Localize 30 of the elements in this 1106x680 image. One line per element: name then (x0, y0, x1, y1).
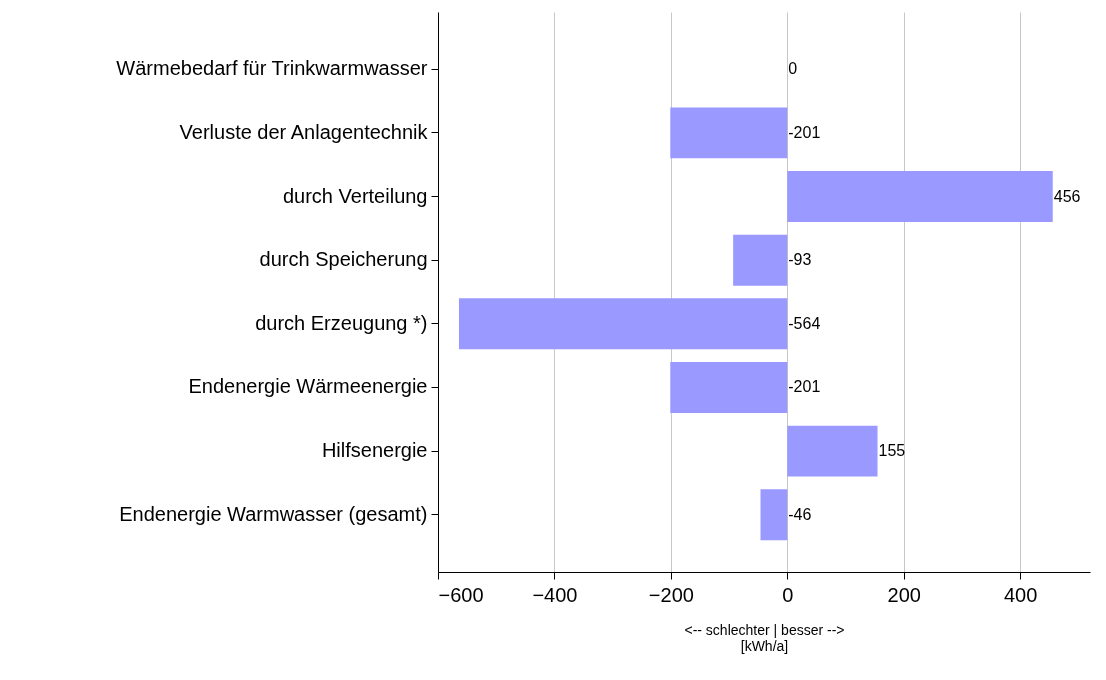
data-label: -564 (788, 314, 821, 332)
bar (787, 171, 1053, 222)
y-tick-label: Endenergie Warmwasser (gesamt) (119, 502, 428, 525)
bar (787, 425, 878, 477)
bar (670, 362, 788, 413)
data-label: -93 (788, 251, 812, 269)
bar (733, 234, 788, 286)
x-axis-title: <-- schlechter | besser --> [kWh/a] (684, 621, 845, 654)
data-label: -201 (788, 123, 821, 141)
data-label: 0 (788, 60, 798, 78)
data-label: 456 (1053, 187, 1081, 205)
data-label: -46 (788, 505, 812, 523)
bar (670, 107, 788, 159)
bar (458, 298, 788, 350)
x-tick-label: −400 (532, 583, 578, 606)
data-label: 155 (878, 442, 906, 460)
x-tick-label: 0 (782, 583, 794, 606)
data-label: -201 (788, 378, 821, 396)
x-tick-label: −600 (438, 583, 484, 606)
x-tick-label: 200 (887, 583, 921, 606)
y-tick-label: Verluste der Anlagentechnik (179, 120, 429, 143)
x-tick-label: −200 (648, 583, 694, 606)
x-tick-label: 400 (1003, 583, 1038, 606)
y-tick-label: durch Erzeugung *) (255, 311, 428, 334)
y-tick-label: Wärmebedarf für Trinkwarmwasser (116, 57, 428, 80)
y-tick-label: Endenergie Wärmeenergie (188, 375, 428, 398)
y-tick-label: durch Speicherung (259, 248, 428, 271)
y-tick-label: Hilfsenergie (321, 439, 428, 462)
bar (760, 489, 788, 541)
y-tick-label: durch Verteilung (282, 184, 428, 207)
